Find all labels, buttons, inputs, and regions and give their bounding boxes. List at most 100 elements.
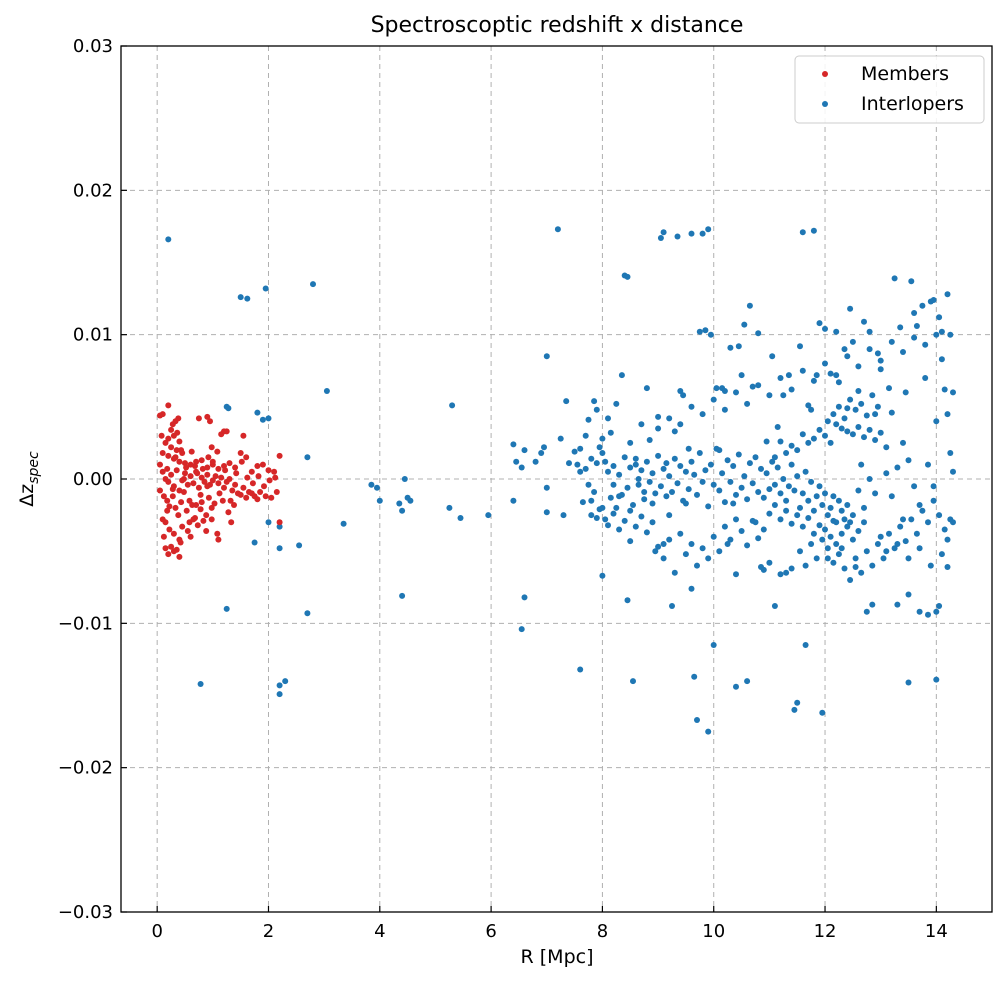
interloper-point — [688, 541, 695, 547]
member-point — [211, 500, 218, 507]
interloper-point — [671, 455, 678, 462]
interloper-point — [710, 396, 717, 403]
interloper-point — [223, 605, 230, 612]
y-tick-label: 0.00 — [73, 469, 113, 490]
interloper-point — [655, 452, 662, 459]
interloper-point — [777, 490, 784, 497]
interloper-point — [657, 483, 664, 490]
interloper-point — [563, 398, 570, 405]
interloper-point — [635, 481, 642, 488]
interloper-point — [805, 402, 812, 409]
interloper-point — [744, 678, 751, 685]
interloper-point — [894, 601, 901, 608]
interloper-point — [774, 424, 781, 430]
interloper-point — [911, 483, 918, 490]
interloper-point — [863, 608, 870, 615]
interloper-point — [830, 559, 837, 566]
interloper-point — [688, 230, 695, 237]
interloper-point — [265, 519, 272, 526]
interloper-point — [605, 522, 611, 529]
interloper-point — [707, 461, 714, 468]
interloper-point — [577, 468, 584, 475]
interloper-point — [735, 343, 742, 350]
interloper-point — [457, 515, 464, 521]
member-point — [159, 468, 166, 475]
y-tick-label: −0.01 — [58, 613, 113, 634]
interloper-point — [872, 411, 879, 418]
interloper-point — [591, 398, 598, 405]
interloper-point — [822, 360, 828, 367]
interloper-point — [680, 497, 687, 504]
interloper-point — [585, 481, 592, 488]
interloper-point — [771, 502, 778, 508]
interloper-point — [407, 497, 414, 504]
interloper-point — [877, 429, 884, 436]
interloper-point — [643, 529, 650, 536]
interloper-point — [944, 564, 951, 570]
interloper-point — [849, 512, 856, 519]
interloper-point — [276, 545, 283, 552]
member-point — [208, 516, 215, 523]
interloper-point — [866, 476, 873, 482]
interloper-point — [819, 709, 826, 716]
interloper-point — [744, 400, 751, 407]
member-point — [179, 523, 186, 530]
interloper-point — [783, 497, 790, 504]
interloper-point — [646, 478, 653, 485]
interloper-point — [730, 500, 737, 507]
interloper-point — [783, 569, 790, 576]
member-point — [190, 480, 197, 487]
interloper-point — [532, 458, 539, 465]
member-point — [187, 533, 194, 540]
interloper-point — [738, 372, 745, 379]
interloper-point — [794, 699, 801, 706]
interloper-point — [758, 465, 764, 472]
interloper-point — [607, 494, 614, 501]
y-axis-title-main: Δz — [16, 484, 38, 507]
interloper-point — [738, 484, 745, 491]
interloper-point — [733, 516, 739, 523]
interloper-point — [930, 497, 937, 504]
interloper-point — [938, 356, 945, 363]
interloper-point — [621, 517, 628, 524]
interloper-point — [844, 523, 851, 530]
interloper-point — [699, 230, 706, 237]
interloper-point — [774, 464, 781, 471]
interloper-point — [777, 516, 784, 523]
member-point — [233, 470, 240, 477]
member-point — [177, 539, 184, 546]
interloper-point — [858, 569, 865, 576]
member-point — [229, 487, 236, 494]
interloper-point — [744, 496, 751, 503]
interloper-point — [721, 388, 728, 394]
x-tick-label: 0 — [151, 921, 162, 942]
interloper-point — [666, 415, 673, 422]
member-point — [257, 489, 264, 495]
interloper-point — [513, 458, 520, 465]
member-point — [207, 418, 213, 425]
interloper-point — [599, 572, 606, 579]
interloper-point — [588, 455, 595, 462]
interloper-point — [735, 451, 742, 458]
interloper-point — [925, 519, 931, 526]
interloper-point — [913, 323, 920, 329]
interloper-point — [835, 497, 842, 504]
interloper-point — [282, 678, 289, 685]
interloper-point — [660, 229, 667, 236]
member-point — [169, 493, 176, 500]
interloper-point — [794, 512, 801, 519]
interloper-point — [869, 601, 876, 608]
interloper-point — [799, 229, 806, 236]
interloper-point — [763, 470, 770, 477]
interloper-point — [805, 439, 812, 446]
interloper-point — [521, 594, 528, 601]
interloper-point — [591, 489, 598, 495]
interloper-point — [521, 447, 528, 454]
interloper-point — [863, 412, 870, 419]
member-point — [190, 516, 197, 523]
interloper-point — [566, 460, 572, 467]
interloper-point — [663, 493, 670, 500]
interloper-point — [244, 295, 251, 302]
interloper-point — [827, 370, 834, 377]
